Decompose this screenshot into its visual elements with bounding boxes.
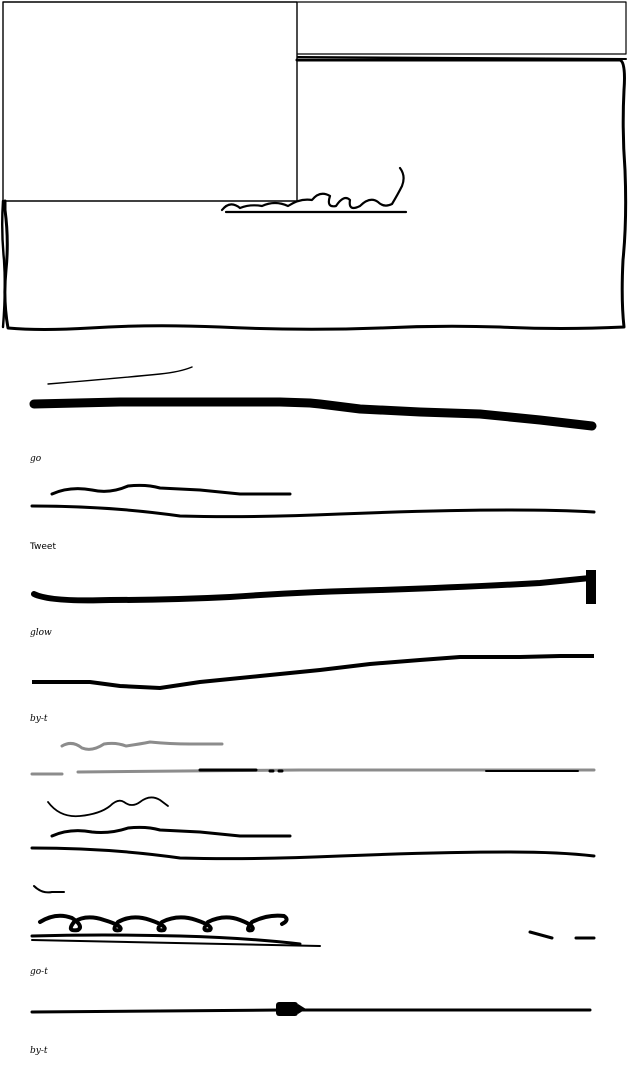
header-frame bbox=[1, 1, 628, 331]
row-7-underline bbox=[30, 933, 302, 946]
sketch-label: by-t bbox=[30, 714, 48, 724]
row-4-stepline bbox=[32, 654, 594, 691]
row-7-lower-line bbox=[31, 939, 321, 947]
row-6-wave bbox=[47, 796, 169, 818]
top-right-panel bbox=[297, 1, 627, 55]
row-8-knob bbox=[276, 1002, 298, 1016]
row-3-end-cap bbox=[586, 570, 596, 604]
frame-left-edge bbox=[1, 199, 6, 329]
row-2-baseline bbox=[30, 504, 596, 519]
row-5-squiggle bbox=[60, 740, 224, 751]
row-8-knob-tip bbox=[298, 1004, 306, 1014]
top-left-box bbox=[2, 1, 298, 202]
row-6 bbox=[30, 796, 596, 861]
row-2-squiggle bbox=[50, 483, 292, 496]
row-6-squiggle bbox=[50, 825, 292, 838]
row-7-loops bbox=[38, 913, 289, 933]
sketch-label: glow bbox=[30, 628, 52, 638]
row-7-dash-1 bbox=[528, 930, 554, 940]
row-3-curve bbox=[31, 575, 593, 604]
row-8-line bbox=[30, 1008, 592, 1014]
outer-wavy-frame bbox=[3, 58, 628, 331]
row-2 bbox=[30, 483, 596, 519]
row-1-thick-line bbox=[29, 397, 597, 431]
row-5 bbox=[30, 740, 596, 776]
row-6-baseline bbox=[30, 846, 596, 861]
row-1 bbox=[29, 366, 597, 431]
row-7 bbox=[30, 885, 596, 947]
sketch-label: Tweet bbox=[30, 542, 56, 552]
row-7-tick bbox=[33, 885, 65, 894]
row-4 bbox=[32, 654, 594, 691]
row-1-squiggle bbox=[47, 366, 193, 385]
signature-scribble bbox=[220, 166, 405, 212]
row-3 bbox=[31, 570, 596, 604]
sketch-label: by-t bbox=[30, 1046, 48, 1056]
sketch-label: go bbox=[30, 454, 42, 464]
row-8 bbox=[30, 1002, 592, 1016]
sketch-label: go-t bbox=[30, 967, 48, 977]
